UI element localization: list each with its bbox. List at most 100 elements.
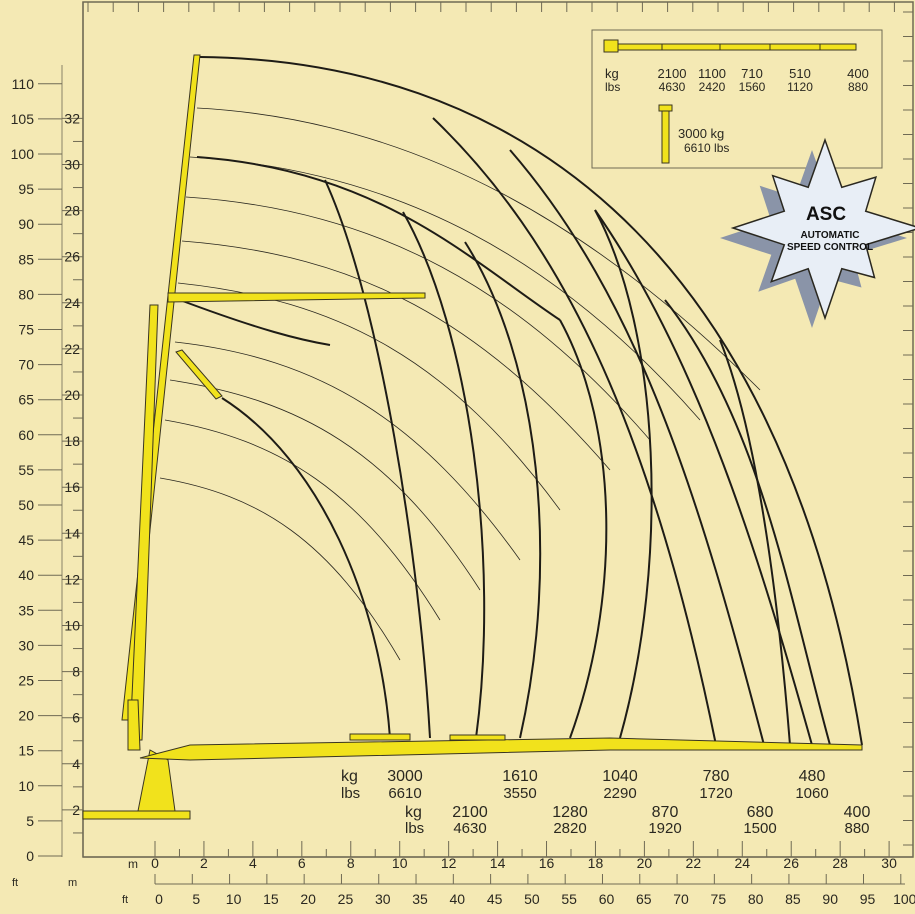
m-tick-label: 8 bbox=[72, 664, 80, 680]
radius-arc bbox=[185, 196, 651, 441]
m-tick-label: 2 bbox=[72, 802, 80, 818]
ft-tick-label: 10 bbox=[18, 778, 34, 794]
m-tick-label: 26 bbox=[64, 249, 80, 265]
ft-bottom-label: 65 bbox=[636, 891, 652, 907]
load-curve bbox=[594, 209, 813, 746]
ft-bottom-label: 100 bbox=[893, 891, 915, 907]
boom-vertical-lower bbox=[129, 304, 159, 741]
m-bottom-label: 4 bbox=[249, 855, 257, 871]
m-bottom-label: 8 bbox=[347, 855, 355, 871]
load-curve bbox=[464, 241, 542, 739]
m-bottom-label: 0 bbox=[151, 855, 159, 871]
row2-lbs-value: 1500 bbox=[743, 820, 776, 837]
ft-tick-label: 35 bbox=[18, 602, 34, 618]
bottom-unit-m: m bbox=[128, 857, 138, 871]
ft-tick-label: 30 bbox=[18, 637, 34, 653]
crane-boom-drawing bbox=[82, 54, 863, 820]
ft-bottom-label: 50 bbox=[524, 891, 540, 907]
inset-lbs-value: 2420 bbox=[699, 80, 726, 94]
inset-lbs-value: 4630 bbox=[659, 80, 686, 94]
m-tick-label: 14 bbox=[64, 525, 80, 541]
load-curve bbox=[221, 397, 391, 739]
ft-tick-label: 75 bbox=[18, 322, 34, 338]
row1-kg-value: 1610 bbox=[502, 768, 538, 785]
row2-lbs-value: 4630 bbox=[453, 820, 486, 837]
frame-ticks bbox=[87, 2, 913, 846]
boom-segment bbox=[449, 734, 506, 741]
m-bottom-label: 16 bbox=[539, 855, 555, 871]
ft-bottom-label: 15 bbox=[263, 891, 279, 907]
ft-bottom-label: 35 bbox=[412, 891, 428, 907]
crane-base bbox=[82, 810, 191, 820]
inset-jib-kg: 3000 kg bbox=[678, 126, 724, 141]
row1-lbs-value: 2290 bbox=[603, 785, 636, 802]
boom-segment bbox=[349, 733, 411, 741]
m-bottom-label: 20 bbox=[637, 855, 653, 871]
row2-kg-value: 680 bbox=[747, 804, 774, 821]
m-bottom-label: 12 bbox=[441, 855, 457, 871]
ft-tick-label: 50 bbox=[18, 497, 34, 513]
left-unit-ft: ft bbox=[12, 877, 18, 889]
radius-arc bbox=[174, 341, 521, 561]
ft-bottom-label: 90 bbox=[822, 891, 838, 907]
m-tick-label: 32 bbox=[64, 110, 80, 126]
ft-bottom-label: 45 bbox=[487, 891, 503, 907]
ft-tick-label: 20 bbox=[18, 708, 34, 724]
inset-jib-lbs: 6610 lbs bbox=[684, 141, 729, 155]
ft-tick-label: 85 bbox=[18, 251, 34, 267]
row1-lbs-value: 1060 bbox=[795, 785, 828, 802]
m-tick-label: 20 bbox=[64, 387, 80, 403]
m-tick-label: 12 bbox=[64, 571, 80, 587]
m-tick-label: 28 bbox=[64, 203, 80, 219]
row2-kg-value: 1280 bbox=[552, 804, 588, 821]
ft-tick-label: 5 bbox=[26, 813, 34, 829]
m-tick-label: 4 bbox=[72, 756, 80, 772]
inset-box bbox=[591, 29, 883, 169]
m-bottom-label: 14 bbox=[490, 855, 506, 871]
m-bottom-label: 28 bbox=[832, 855, 848, 871]
inset-kg-value: 710 bbox=[741, 66, 763, 81]
m-tick-label: 30 bbox=[64, 157, 80, 173]
load-curve bbox=[719, 339, 791, 746]
badge-title: ASC bbox=[806, 204, 846, 225]
m-tick-label: 10 bbox=[64, 618, 80, 634]
row2-kg-value: 400 bbox=[844, 804, 871, 821]
ft-tick-label: 40 bbox=[18, 567, 34, 583]
radius-arc bbox=[159, 477, 401, 661]
row2-kg-label: kg bbox=[405, 804, 422, 821]
m-bottom-label: 26 bbox=[783, 855, 799, 871]
row1-lbs-value: 1720 bbox=[699, 785, 732, 802]
inset-values: 2100 1100 710 510 400 4630 2420 1560 1120 880 bbox=[658, 66, 869, 94]
inset-lbs-label: lbs bbox=[605, 80, 620, 94]
boom-mid bbox=[167, 292, 426, 303]
boom-joint bbox=[127, 699, 141, 751]
ft-bottom-label: 30 bbox=[375, 891, 391, 907]
row1-kg-value: 1040 bbox=[602, 768, 638, 785]
m-bottom-label: 18 bbox=[588, 855, 604, 871]
row1-kg-value: 780 bbox=[703, 768, 730, 785]
load-curve bbox=[559, 319, 608, 739]
radius-arc bbox=[164, 419, 441, 621]
inset-boom-icon bbox=[603, 39, 857, 53]
crane-column bbox=[137, 749, 176, 812]
m-bottom-label: 30 bbox=[881, 855, 897, 871]
m-bottom-label: 22 bbox=[686, 855, 702, 871]
bottom-unit-ft: ft bbox=[122, 894, 128, 906]
inset-kg-value: 1100 bbox=[698, 66, 726, 81]
ft-bottom-label: 40 bbox=[450, 891, 466, 907]
boom-horizontal bbox=[139, 737, 863, 761]
inset-lbs-value: 1560 bbox=[739, 80, 766, 94]
m-tick-label: 22 bbox=[64, 341, 80, 357]
ft-tick-label: 110 bbox=[12, 76, 35, 92]
ft-bottom-label: 55 bbox=[561, 891, 577, 907]
load-row-2: 2100 1280 870 680 400 4630 2820 1920 1500 880 bbox=[452, 804, 870, 837]
bottom-axis: 0 2 4 6 8 10 12 14 16 18 20 22 24 26 28 300 5 10 15 20 25 30 3… bbox=[83, 841, 915, 907]
ft-bottom-label: 95 bbox=[860, 891, 876, 907]
m-tick-label: 18 bbox=[64, 433, 80, 449]
ft-tick-label: 45 bbox=[18, 532, 34, 548]
ft-tick-label: 0 bbox=[26, 848, 34, 864]
ft-bottom-label: 80 bbox=[748, 891, 764, 907]
ft-tick-label: 60 bbox=[18, 427, 34, 443]
load-curve bbox=[196, 156, 561, 321]
